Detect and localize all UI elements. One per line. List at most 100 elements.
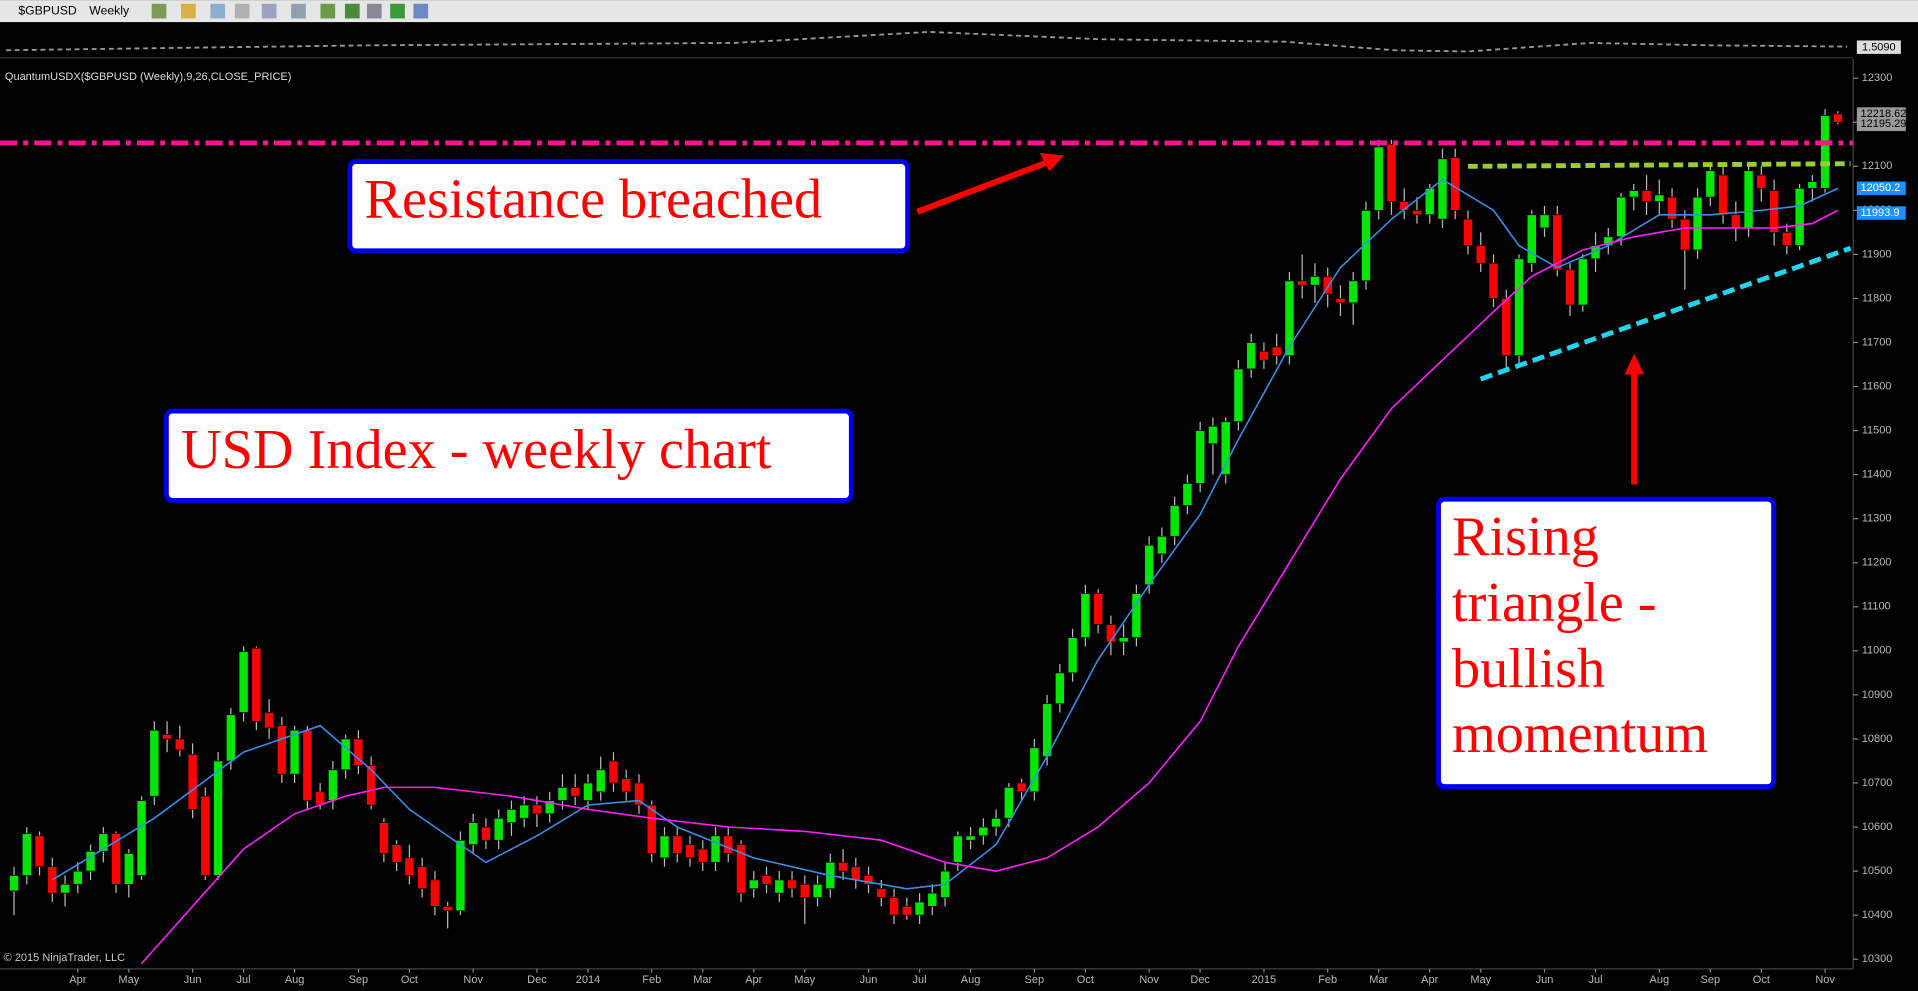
instrument-selector[interactable]: $GBPUSD	[18, 3, 77, 17]
candle-body	[812, 883, 823, 898]
candle-body	[366, 765, 377, 806]
candle-body	[1692, 196, 1703, 251]
candle-body	[1718, 174, 1729, 216]
candle-body	[1794, 187, 1805, 246]
annotations: Resistance breached USD Index - weekly c…	[163, 153, 1777, 790]
annotation-box	[347, 159, 911, 254]
tool-icon[interactable]	[261, 3, 277, 19]
candle-body	[1284, 280, 1295, 357]
candle-body	[570, 787, 581, 797]
overview-label: 1.5090	[1862, 42, 1896, 54]
tool-icon[interactable]	[366, 3, 382, 19]
arrow	[916, 158, 1051, 215]
candle-body	[978, 826, 989, 837]
candle-body	[302, 729, 313, 801]
x-tick-label: 2014	[576, 974, 600, 986]
candle-body	[1450, 157, 1461, 211]
tool-icon[interactable]	[413, 3, 429, 19]
tool-icon[interactable]	[210, 3, 226, 19]
x-tick-label: May	[118, 974, 139, 986]
candle-body	[1526, 214, 1537, 264]
candle-body	[927, 892, 938, 907]
y-tick-label: 11500	[1862, 425, 1892, 437]
price-flag	[1856, 117, 1906, 132]
candle-body	[149, 729, 160, 797]
candle-body	[1093, 593, 1104, 625]
candle-body	[608, 760, 619, 784]
y-tick-label: 10400	[1862, 909, 1893, 921]
candle-body	[621, 778, 632, 793]
candle-body	[442, 905, 453, 912]
candle-body	[9, 875, 19, 892]
candle-body	[1207, 425, 1218, 445]
candle-body	[736, 844, 746, 894]
candle-body	[289, 729, 300, 775]
x-tick-label: Sep	[1701, 974, 1721, 986]
price-flag	[1856, 181, 1906, 195]
tool-icon[interactable]	[234, 3, 250, 19]
annotation-text: USD Index - weekly chart	[181, 419, 772, 481]
candle-body	[1807, 181, 1818, 189]
candle-body	[1756, 174, 1767, 189]
overview-strip: 1.5090	[0, 30, 1901, 59]
candle-body	[468, 822, 479, 846]
y-tick-label: 10300	[1862, 953, 1893, 965]
candle-body	[1743, 170, 1754, 229]
candle-body	[378, 822, 389, 854]
price-flag	[1856, 206, 1906, 220]
tool-icon[interactable]	[181, 3, 196, 19]
candle-body	[1220, 421, 1231, 476]
candle-body	[1373, 146, 1384, 211]
y-tick-label: 10600	[1862, 821, 1893, 833]
candle-body	[1412, 209, 1422, 216]
candle-body	[1386, 143, 1397, 202]
period-selector[interactable]: Weekly	[89, 3, 130, 17]
x-tick-label: Aug	[285, 974, 305, 986]
candle-body	[748, 879, 759, 890]
x-tick-label: Oct	[1077, 974, 1094, 986]
candle-body	[672, 835, 683, 854]
annotation-box	[163, 408, 854, 503]
candle-body	[213, 760, 224, 876]
candle-body	[1258, 350, 1269, 361]
candle-body	[1042, 703, 1053, 757]
candle-body	[787, 879, 797, 890]
x-tick-label: Jun	[1536, 974, 1554, 986]
x-tick-label: Feb	[642, 974, 661, 986]
candle-body	[327, 769, 338, 801]
x-tick-label: Apr	[69, 974, 86, 986]
x-tick-label: Oct	[1753, 974, 1770, 986]
candle-body	[1233, 368, 1244, 423]
y-tick-label: 10700	[1862, 777, 1893, 789]
price-flag-label: 11993.9	[1861, 207, 1900, 219]
tool-icon[interactable]	[151, 3, 167, 19]
candle-body	[455, 839, 466, 912]
candle-body	[710, 835, 721, 863]
candle-body	[1679, 218, 1690, 251]
candle-body	[1488, 262, 1499, 299]
tool-icon[interactable]	[344, 3, 360, 19]
candle-body	[72, 870, 83, 885]
candle-body	[876, 888, 887, 898]
trend-line	[1467, 161, 1851, 169]
candle-body	[659, 835, 670, 859]
candle-body	[634, 782, 644, 806]
y-tick-label: 11400	[1862, 469, 1892, 481]
tool-icon[interactable]	[291, 3, 306, 19]
x-tick-label: Oct	[401, 974, 418, 986]
tool-icon[interactable]	[320, 3, 336, 19]
candle-body	[1437, 158, 1448, 220]
candle-body	[1628, 190, 1639, 198]
candle-body	[914, 901, 925, 916]
toolbar: $GBPUSD Weekly	[0, 0, 1918, 23]
tool-icon[interactable]	[390, 3, 405, 19]
candle-body	[340, 738, 351, 771]
candle-body	[1105, 624, 1116, 643]
candle-body	[774, 879, 785, 894]
candle-body	[723, 835, 734, 854]
candle-body	[1820, 115, 1831, 189]
candle-body	[162, 734, 173, 740]
y-tick-label: 11900	[1862, 248, 1892, 260]
